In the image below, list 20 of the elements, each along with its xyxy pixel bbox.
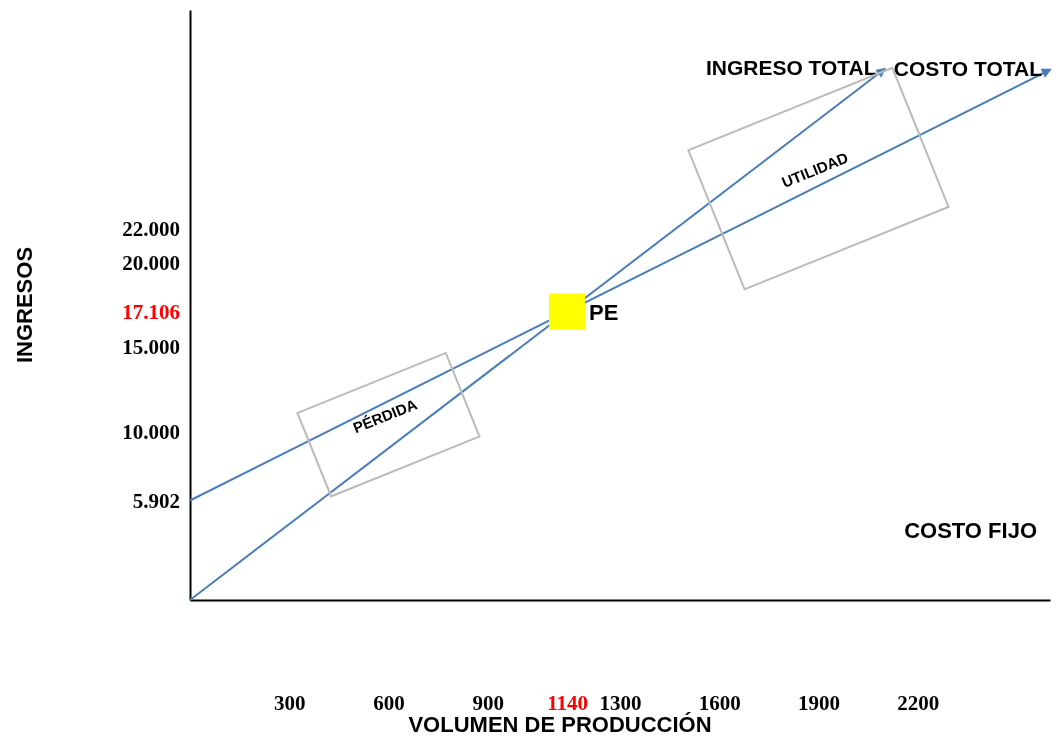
y-tick-label: 20.000 [122,251,180,276]
series-label: COSTO TOTAL [893,56,1043,80]
y-tick-label: 17.106 [122,299,180,324]
y-tick-label: 5.902 [132,488,180,513]
y-tick-label: 15.000 [122,335,180,360]
x-tick-label: 300 [273,690,306,715]
x-tick-label: 1600 [698,690,741,715]
series-label: INGRESO TOTAL [705,56,877,79]
x-tick-label: 900 [472,690,504,715]
x-axis-title: VOLUMEN DE PRODUCCIÓN [408,712,712,737]
y-tick-label: 22.000 [122,217,180,242]
x-tick-label: 600 [373,690,405,715]
x-tick-label: 2200 [897,690,940,715]
y-axis-title: INGRESOS [12,246,37,364]
y-tick-label: 10.000 [122,419,180,444]
x-tick-label: 1900 [797,690,840,715]
series-label: PE [589,299,619,325]
x-tick-label: 1300 [599,690,642,715]
annotation: COSTO FIJO [904,518,1037,543]
x-tick-label: 1140 [547,690,588,715]
